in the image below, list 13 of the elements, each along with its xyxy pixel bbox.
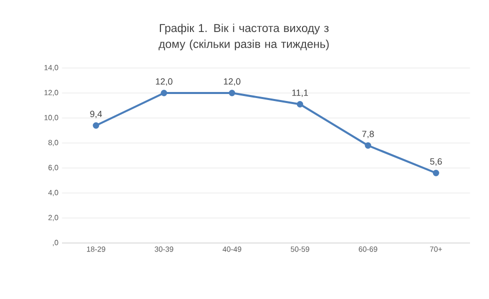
data-label: 12,0	[224, 78, 240, 86]
data-label: 11,1	[292, 90, 308, 97]
point	[432, 170, 440, 176]
data-label: 7,8	[362, 130, 374, 138]
data-label: 9,4	[90, 110, 102, 118]
data-label: 12,0	[156, 78, 172, 86]
point	[228, 90, 236, 96]
point	[296, 101, 304, 108]
point	[364, 142, 372, 149]
point	[92, 122, 100, 129]
chart-title: Графік 1. Вік і частота виходу з дому (скільки разів на тиждень)	[158, 24, 329, 50]
point	[160, 90, 168, 96]
data-label: 5,6	[430, 158, 442, 166]
